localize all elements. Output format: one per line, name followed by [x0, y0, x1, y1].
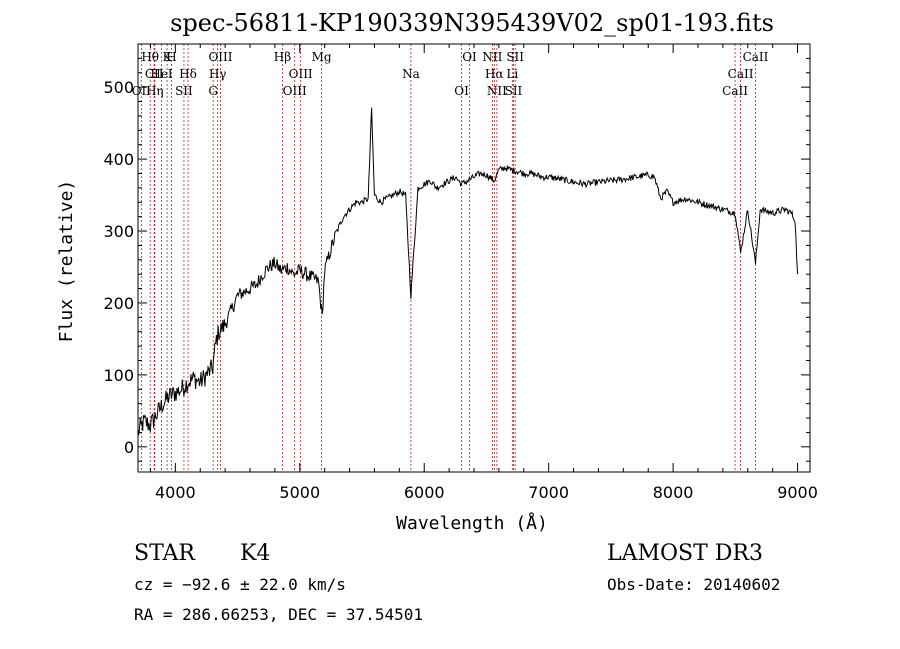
- line-label: Hγ: [209, 67, 227, 81]
- x-tick-label: 6000: [404, 483, 445, 502]
- line-label: SII: [175, 84, 193, 98]
- line-label: Hη: [146, 84, 164, 98]
- x-tick-label: 8000: [653, 483, 694, 502]
- object-class: STAR: [134, 541, 196, 566]
- chart-title: spec-56811-KP190339N395439V02_sp01-193.f…: [170, 9, 774, 37]
- y-axis-ticks: 0 100 200 300 400 500: [103, 57, 810, 462]
- line-label: H: [166, 50, 176, 64]
- x-tick-label: 5000: [279, 483, 320, 502]
- line-label: SII: [505, 84, 523, 98]
- line-label: SII: [506, 50, 524, 64]
- y-tick-label: 400: [103, 150, 134, 169]
- line-label: OI: [462, 50, 477, 64]
- x-tick-label: 4000: [155, 483, 196, 502]
- line-label: Li: [506, 67, 518, 81]
- y-tick-label: 300: [103, 222, 134, 241]
- line-label: CaII: [743, 50, 769, 64]
- x-axis-ticks: 4000 5000 6000 7000 8000 9000: [149, 44, 818, 502]
- line-label: OIII: [283, 84, 307, 98]
- line-label: HeI: [150, 67, 173, 81]
- line-label: K: [163, 50, 173, 64]
- spectrum-line: [137, 107, 799, 436]
- survey-label: LAMOST DR3: [607, 541, 763, 566]
- obs-date-text: Obs-Date: 20140602: [607, 575, 780, 594]
- line-label: Mg: [312, 50, 332, 64]
- line-label: G: [208, 84, 218, 98]
- line-label: OIII: [289, 67, 313, 81]
- line-label: Hθ: [141, 50, 159, 64]
- line-label: Hα: [485, 67, 504, 81]
- line-label: CaII: [722, 84, 748, 98]
- y-tick-label: 500: [103, 78, 134, 97]
- line-label: CII: [145, 67, 164, 81]
- line-labels: HθCIIOIIKHeIHηHHδSIIOIIIHγGHβOIIIOIIIMgN…: [132, 50, 769, 98]
- x-axis-label: Wavelength (Å): [396, 512, 548, 534]
- line-label: Hβ: [274, 50, 291, 64]
- y-tick-label: 0: [124, 438, 134, 457]
- line-label: NII: [482, 50, 502, 64]
- line-label: NII: [487, 84, 507, 98]
- coordinates-text: RA = 286.66253, DEC = 37.54501: [134, 605, 423, 624]
- object-subclass: K4: [240, 541, 270, 566]
- line-label: Na: [402, 67, 420, 81]
- y-tick-label: 100: [103, 366, 134, 385]
- redshift-text: cz = −92.6 ± 22.0 km/s: [134, 575, 346, 594]
- line-label: CaII: [728, 67, 754, 81]
- y-axis-label: Flux (relative): [56, 180, 77, 343]
- line-label: OIII: [208, 50, 232, 64]
- y-tick-label: 200: [103, 294, 134, 313]
- line-label: Hδ: [179, 67, 197, 81]
- plot-frame: [137, 43, 811, 473]
- line-markers: [140, 44, 756, 472]
- line-label: OI: [454, 84, 469, 98]
- x-tick-label: 7000: [528, 483, 569, 502]
- x-tick-label: 9000: [777, 483, 818, 502]
